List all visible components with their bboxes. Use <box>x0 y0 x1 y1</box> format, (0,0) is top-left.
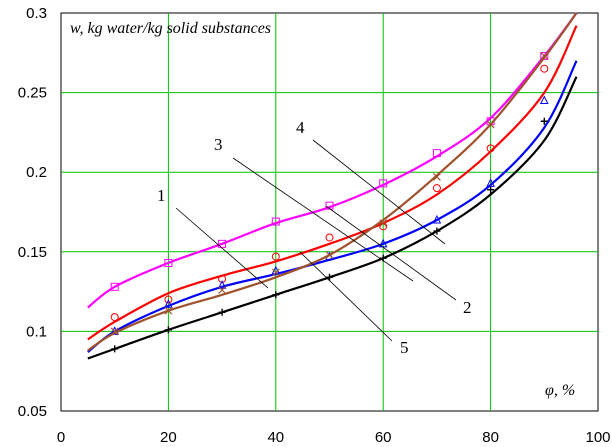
x-tick-label: 60 <box>375 429 392 446</box>
x-tick-label: 0 <box>57 429 65 446</box>
data-point <box>271 252 280 261</box>
data-point <box>110 282 119 291</box>
data-point <box>379 179 388 188</box>
x-axis-title: φ, % <box>545 382 575 399</box>
x-tick-label: 20 <box>160 429 177 446</box>
leader-line-3 <box>232 157 414 282</box>
label-leaders <box>175 139 457 342</box>
series-line <box>87 12 578 352</box>
data-point <box>486 144 495 153</box>
data-point <box>325 233 334 242</box>
data-point <box>540 52 549 60</box>
data-point <box>164 326 172 334</box>
data-point <box>325 201 334 210</box>
y-tick-label: 0.2 <box>26 164 47 181</box>
data-point <box>271 217 280 226</box>
plot-area <box>60 12 599 412</box>
curve-label-3: 3 <box>214 135 223 154</box>
data-point <box>326 273 333 281</box>
data-point <box>432 184 441 193</box>
data-point <box>111 345 119 353</box>
curve-label-5: 5 <box>400 338 409 357</box>
data-point <box>540 64 549 73</box>
data-point <box>432 173 441 181</box>
data-point <box>379 219 388 228</box>
y-axis-title: w, kg water/kg solid substances <box>70 20 271 37</box>
data-point <box>325 251 334 259</box>
x-tick-label: 100 <box>585 429 610 446</box>
curve-label-1: 1 <box>157 186 166 205</box>
curve-label-2: 2 <box>463 298 472 317</box>
data-point <box>378 238 388 248</box>
data-point <box>486 120 495 129</box>
data-point <box>110 326 120 335</box>
tick-labels: 0 20 40 60 80 100 0.05 0.1 0.15 0.2 0.25 0.3 <box>18 5 611 446</box>
curve-labels: 1 2 3 4 5 <box>157 118 472 357</box>
y-tick-label: 0.15 <box>18 244 47 261</box>
leader-line-4 <box>312 139 446 245</box>
data-point <box>540 117 548 125</box>
series-line <box>87 76 578 360</box>
x-tick-label: 80 <box>482 429 499 446</box>
series-line <box>87 25 578 341</box>
data-point <box>218 274 227 283</box>
data-point <box>540 51 549 60</box>
data-point <box>164 306 173 315</box>
data-point <box>432 149 441 158</box>
y-tick-label: 0.05 <box>18 403 47 420</box>
series-1 <box>87 12 578 309</box>
data-point <box>110 327 119 336</box>
curve-label-4: 4 <box>296 118 305 137</box>
data-point <box>271 268 280 277</box>
data-point <box>110 313 119 322</box>
data-point <box>164 258 173 267</box>
data-point <box>432 214 442 224</box>
data-point <box>218 286 227 294</box>
series-5 <box>87 76 578 360</box>
data-point <box>218 239 227 248</box>
y-tick-label: 0.1 <box>26 323 47 340</box>
y-tick-label: 0.3 <box>26 5 47 22</box>
series-4 <box>87 12 578 352</box>
series-2 <box>87 25 578 341</box>
data-point <box>433 227 441 235</box>
x-tick-label: 40 <box>267 429 284 446</box>
data-point <box>164 295 173 304</box>
data-point <box>217 280 227 289</box>
y-tick-label: 0.25 <box>18 85 47 102</box>
series-group <box>87 12 578 360</box>
data-point <box>164 299 173 308</box>
leader-line-5 <box>299 251 393 342</box>
data-point <box>487 186 495 194</box>
leader-line-1 <box>175 207 269 289</box>
data-point <box>218 308 226 316</box>
data-point <box>539 95 549 105</box>
leader-line-2 <box>325 205 457 301</box>
data-point <box>272 291 280 299</box>
